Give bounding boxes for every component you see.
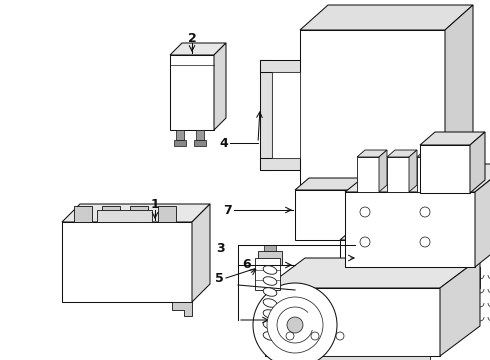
Polygon shape xyxy=(469,150,477,192)
Polygon shape xyxy=(357,150,387,157)
Text: 6: 6 xyxy=(242,258,250,271)
Ellipse shape xyxy=(263,266,277,274)
Ellipse shape xyxy=(263,299,277,307)
Polygon shape xyxy=(417,150,447,157)
Circle shape xyxy=(287,317,303,333)
Polygon shape xyxy=(379,150,387,192)
Polygon shape xyxy=(295,190,363,240)
Text: 1: 1 xyxy=(150,198,159,211)
Polygon shape xyxy=(445,5,473,185)
Polygon shape xyxy=(158,206,176,222)
Polygon shape xyxy=(300,30,445,185)
Polygon shape xyxy=(420,145,470,193)
Polygon shape xyxy=(447,157,469,192)
Text: 5: 5 xyxy=(215,271,224,284)
Polygon shape xyxy=(62,222,192,302)
Polygon shape xyxy=(300,5,473,30)
Polygon shape xyxy=(214,43,226,130)
Polygon shape xyxy=(340,240,372,264)
Polygon shape xyxy=(387,150,417,157)
Ellipse shape xyxy=(263,310,277,318)
Polygon shape xyxy=(285,356,430,360)
Polygon shape xyxy=(130,206,148,222)
Polygon shape xyxy=(102,206,120,222)
Ellipse shape xyxy=(263,288,277,296)
Polygon shape xyxy=(260,60,272,170)
Circle shape xyxy=(311,332,319,340)
Polygon shape xyxy=(260,158,300,170)
Polygon shape xyxy=(265,258,480,288)
Text: 2: 2 xyxy=(188,32,196,45)
Text: 4: 4 xyxy=(219,136,228,149)
Polygon shape xyxy=(295,178,377,190)
Polygon shape xyxy=(170,43,226,55)
Polygon shape xyxy=(447,150,477,157)
Text: 3: 3 xyxy=(217,242,225,255)
Polygon shape xyxy=(409,150,417,192)
Polygon shape xyxy=(363,178,377,240)
Polygon shape xyxy=(357,157,379,192)
Polygon shape xyxy=(196,130,204,140)
Polygon shape xyxy=(417,157,439,192)
Polygon shape xyxy=(264,245,276,251)
Polygon shape xyxy=(440,258,480,356)
Polygon shape xyxy=(386,246,393,276)
Circle shape xyxy=(267,297,323,353)
Polygon shape xyxy=(358,246,393,252)
Polygon shape xyxy=(74,206,92,222)
Circle shape xyxy=(360,207,370,217)
Polygon shape xyxy=(340,233,380,240)
Circle shape xyxy=(286,332,294,340)
Polygon shape xyxy=(439,150,447,192)
Polygon shape xyxy=(97,210,152,222)
Text: 7: 7 xyxy=(223,203,232,216)
Polygon shape xyxy=(192,204,210,302)
Polygon shape xyxy=(475,164,490,267)
Polygon shape xyxy=(358,252,386,276)
Polygon shape xyxy=(387,157,409,192)
Polygon shape xyxy=(345,164,490,192)
Polygon shape xyxy=(176,130,184,140)
Ellipse shape xyxy=(263,321,277,329)
Polygon shape xyxy=(420,132,485,145)
Polygon shape xyxy=(265,288,440,356)
Polygon shape xyxy=(260,60,300,72)
Circle shape xyxy=(420,207,430,217)
Polygon shape xyxy=(194,140,206,146)
Circle shape xyxy=(336,332,344,340)
Polygon shape xyxy=(345,192,475,267)
Circle shape xyxy=(360,237,370,247)
Polygon shape xyxy=(258,251,282,265)
Ellipse shape xyxy=(263,277,277,285)
Circle shape xyxy=(420,237,430,247)
Polygon shape xyxy=(172,302,192,316)
Polygon shape xyxy=(372,233,380,264)
Polygon shape xyxy=(272,72,300,158)
Polygon shape xyxy=(170,55,214,130)
Polygon shape xyxy=(470,132,485,193)
Polygon shape xyxy=(174,140,186,146)
Ellipse shape xyxy=(263,332,277,340)
Circle shape xyxy=(253,283,337,360)
Polygon shape xyxy=(62,204,210,222)
Polygon shape xyxy=(255,258,280,290)
